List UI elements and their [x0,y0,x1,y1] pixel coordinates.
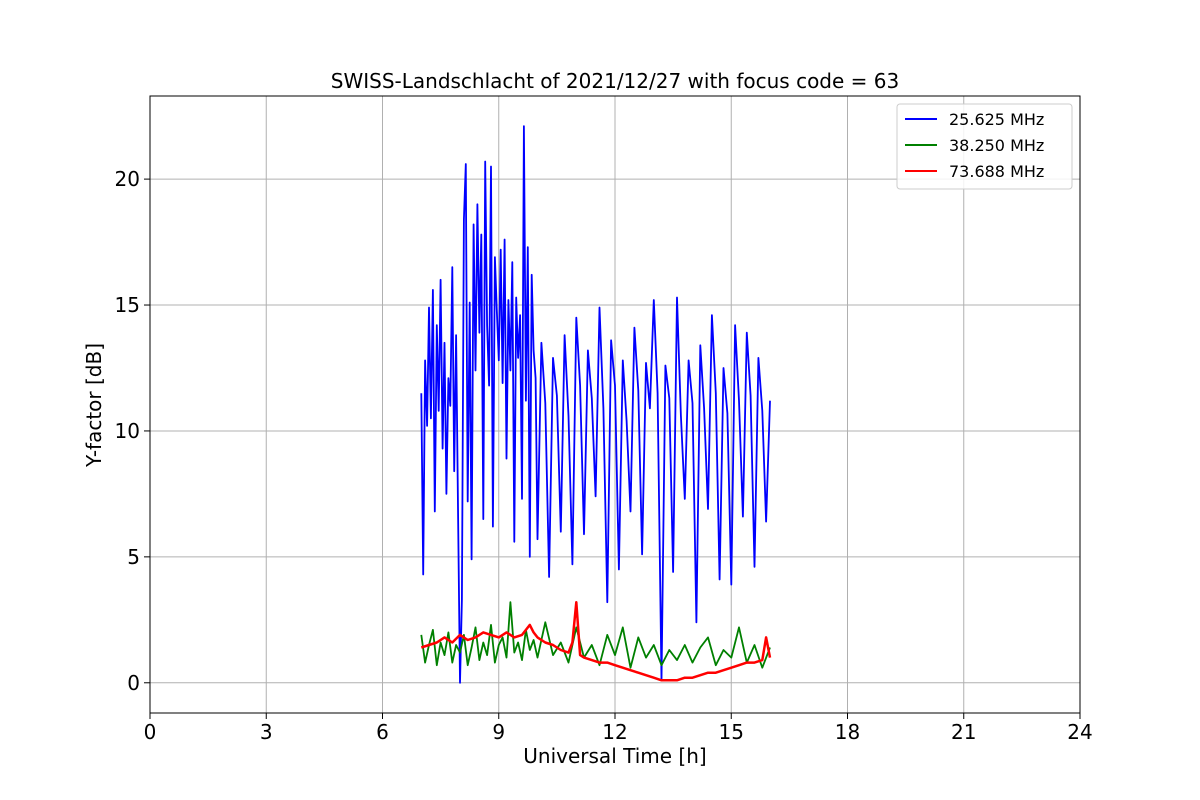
legend-label-1: 38.250 MHz [949,136,1044,155]
y-tick-label: 20 [115,167,140,191]
y-axis: 0 5 10 15 20 [115,167,150,695]
series-line-0 [420,125,771,684]
y-tick-label: 10 [115,419,140,443]
series-line-2 [420,600,772,682]
x-tick-label: 3 [260,720,273,744]
x-tick-label: 0 [144,720,157,744]
y-tick-label: 0 [127,671,140,695]
x-tick-label: 18 [835,720,860,744]
x-tick-label: 6 [376,720,389,744]
y-tick-label: 5 [127,545,140,569]
x-tick-label: 9 [492,720,505,744]
chart-title: SWISS-Landschlacht of 2021/12/27 with fo… [331,69,899,93]
x-tick-label: 15 [719,720,744,744]
x-tick-label: 21 [951,720,976,744]
series-line-1 [420,601,771,669]
legend-label-2: 73.688 MHz [949,162,1044,181]
x-tick-label: 24 [1067,720,1092,744]
legend: 25.625 MHz 38.250 MHz 73.688 MHz [896,103,1073,190]
series-layer [420,125,772,684]
x-axis: 0 3 6 9 12 15 18 21 24 [144,713,1093,744]
legend-box [896,103,1073,190]
y-tick-label: 15 [115,293,140,317]
x-tick-label: 12 [602,720,627,744]
legend-label-0: 25.625 MHz [949,110,1044,129]
x-axis-label: Universal Time [h] [523,744,706,768]
y-axis-label: Y-factor [dB] [82,343,106,468]
